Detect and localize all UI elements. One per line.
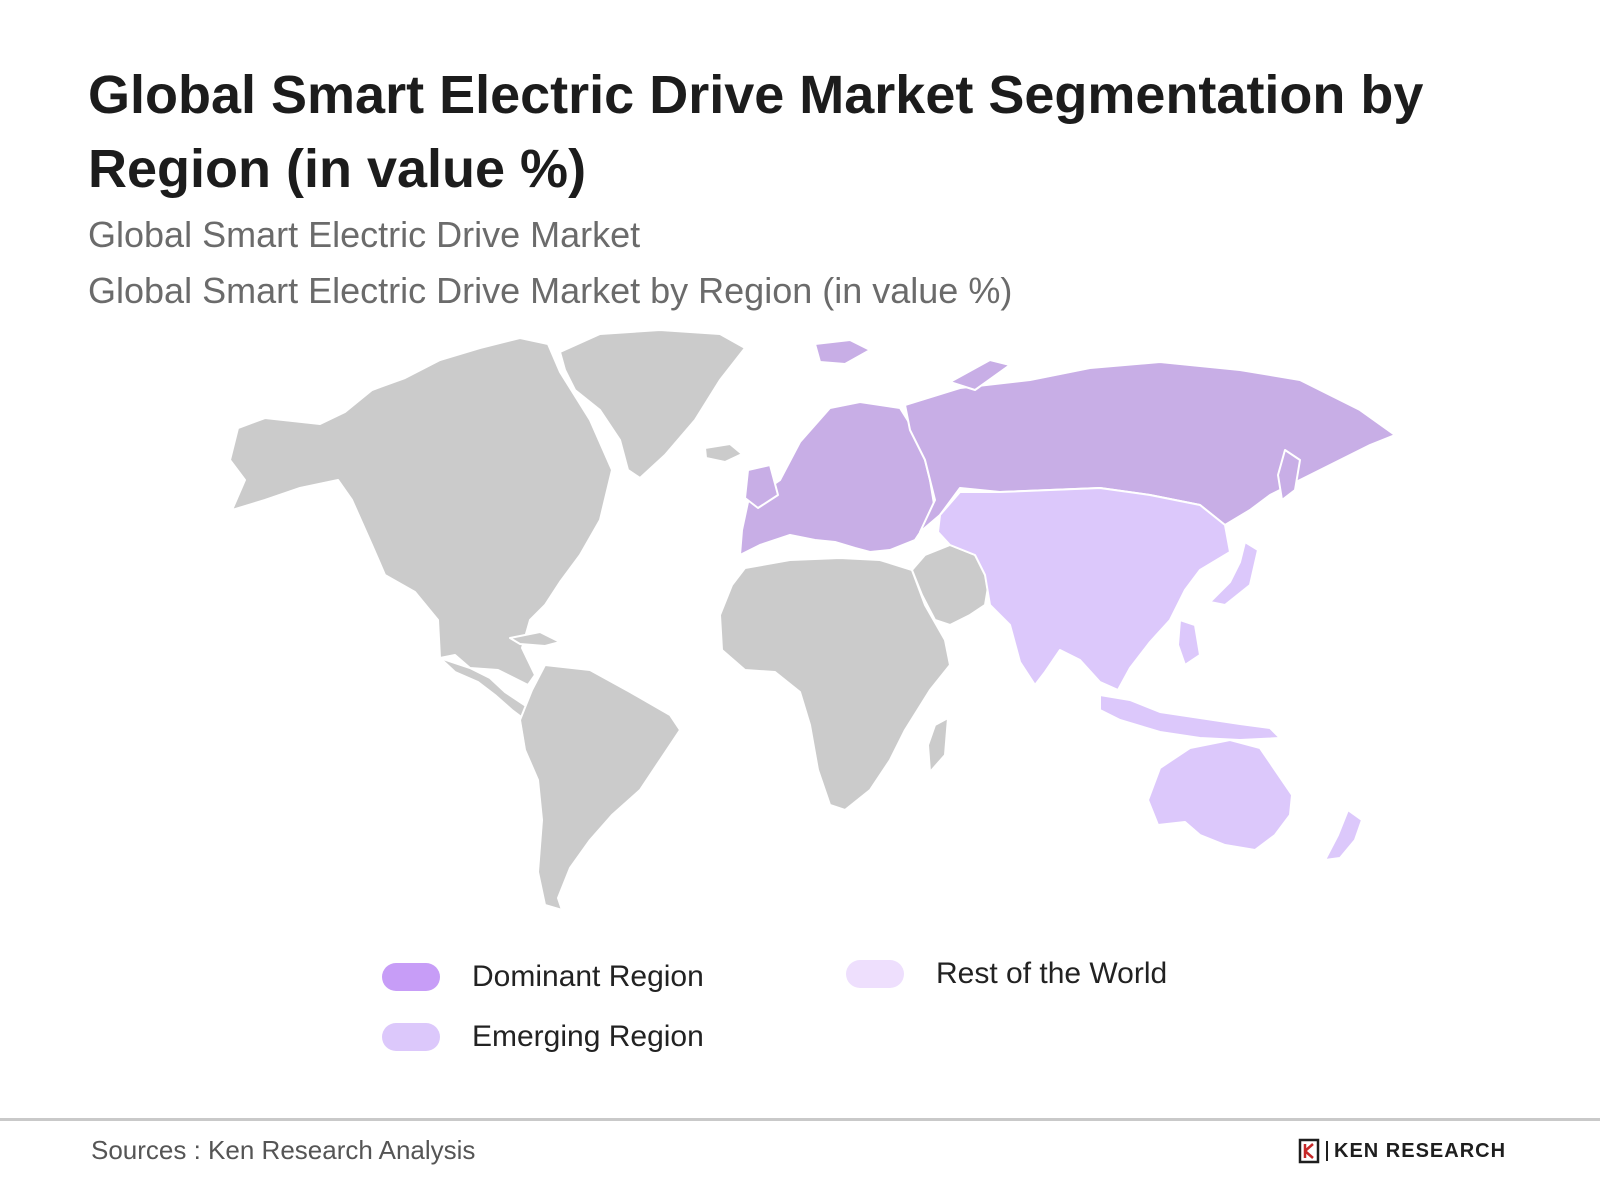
legend-swatch-emerging	[382, 1023, 440, 1051]
world-map	[229, 329, 1396, 911]
legend-item-dominant: Dominant Region	[382, 960, 704, 994]
legend-swatch-rest	[846, 960, 904, 988]
region-madagascar	[927, 717, 949, 773]
legend-label-rest: Rest of the World	[936, 957, 1168, 990]
region-africa	[719, 557, 951, 811]
region-svalbard	[814, 339, 871, 365]
region-north-america	[229, 337, 613, 686]
region-iceland	[704, 443, 743, 463]
region-south-america	[519, 664, 681, 911]
ken-research-logo-icon	[1298, 1138, 1320, 1164]
region-novaya-zemlya	[949, 359, 1011, 391]
page-subtitle-region: Global Smart Electric Drive Market by Re…	[88, 270, 1013, 311]
page-title: Global Smart Electric Drive Market Segme…	[88, 65, 1424, 199]
region-new-zealand	[1324, 809, 1363, 861]
region-southeast-asia-islands	[1099, 694, 1281, 741]
ken-research-logo: KEN RESEARCH	[1298, 1138, 1506, 1164]
page-subtitle-market: Global Smart Electric Drive Market	[88, 214, 641, 255]
region-asia	[937, 487, 1231, 691]
region-greenland	[559, 329, 746, 479]
legend-label-emerging: Emerging Region	[472, 1020, 704, 1053]
region-japan	[1209, 541, 1259, 606]
region-caribbean	[509, 631, 561, 647]
region-british-isles	[744, 464, 779, 509]
region-russia	[904, 361, 1396, 533]
region-australia	[1147, 739, 1293, 851]
region-europe	[739, 401, 936, 556]
legend-label-dominant: Dominant Region	[472, 960, 704, 993]
logo-text: KEN RESEARCH	[1326, 1141, 1506, 1161]
legend-item-rest: Rest of the World	[846, 957, 1167, 991]
region-philippines	[1177, 619, 1201, 666]
region-middle-east	[911, 544, 991, 626]
source-note: Sources : Ken Research Analysis	[91, 1135, 476, 1165]
region-kamchatka	[1277, 449, 1301, 501]
legend-item-emerging: Emerging Region	[382, 1020, 704, 1054]
footer-divider	[0, 1118, 1600, 1121]
legend-swatch-dominant	[382, 963, 440, 991]
